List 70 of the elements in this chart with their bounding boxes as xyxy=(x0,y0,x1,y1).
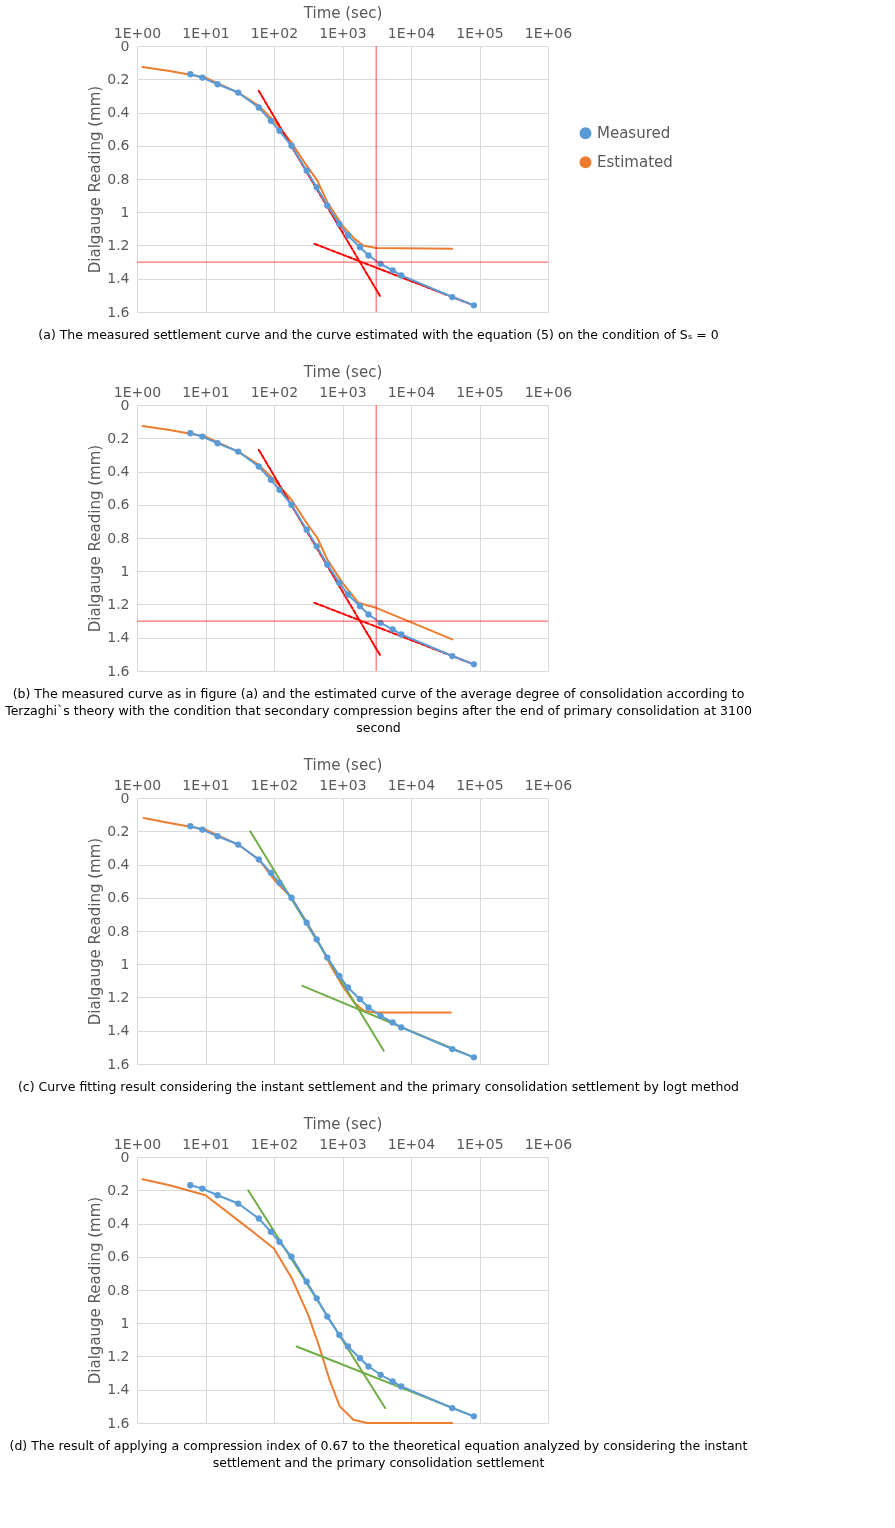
y-tick-label: 0.8 xyxy=(107,170,130,187)
y-tick-label: 1.2 xyxy=(107,1348,130,1364)
legend-label: Measured xyxy=(597,124,671,143)
x-axis-title: Time (sec) xyxy=(302,362,383,381)
y-tick-label: 0.2 xyxy=(107,429,130,446)
y-tick-label: 0.8 xyxy=(107,1281,130,1298)
y-tick-label: 0.6 xyxy=(107,889,130,906)
y-axis-title: Dialgauge Reading (mm) xyxy=(86,1196,105,1385)
x-tick-label: 1E+04 xyxy=(387,1135,436,1152)
y-axis-title: Dialgauge Reading (mm) xyxy=(86,85,105,274)
y-tick-label: 0.4 xyxy=(107,463,130,479)
y-tick-label: 1.4 xyxy=(107,1022,130,1039)
y-tick-label: 1.4 xyxy=(107,270,130,287)
y-tick-label: 0.6 xyxy=(107,137,130,154)
y-tick-label: 0.2 xyxy=(107,1181,130,1198)
x-tick-label: 1E+05 xyxy=(456,383,504,400)
y-tick-label: 0.6 xyxy=(107,496,130,513)
x-tick-label: 1E+06 xyxy=(524,383,573,400)
y-tick-label: 1 xyxy=(120,1314,130,1331)
text: (a) The measured settlement curve and the curve estimated with the equation (5) on the condition of Sₛ = 0 xyxy=(38,327,719,342)
y-axis-title: Dialgauge Reading (mm) xyxy=(86,837,105,1026)
y-tick-label: 0.8 xyxy=(107,922,130,939)
y-tick-label: 0.4 xyxy=(107,104,130,120)
y-axis-title: Dialgauge Reading (mm) xyxy=(86,444,105,633)
y-tick-label: 0.8 xyxy=(107,529,130,546)
y-tick-label: 1.2 xyxy=(107,596,130,612)
x-tick-label: 1E+04 xyxy=(387,776,436,793)
y-tick-label: 1.2 xyxy=(107,237,130,253)
x-tick-label: 1E+03 xyxy=(319,383,367,400)
y-tick-label: 1.6 xyxy=(107,1055,130,1072)
y-tick-label: 1.6 xyxy=(107,662,130,679)
y-tick-label: 1.4 xyxy=(107,629,130,646)
x-axis-title: Time (sec) xyxy=(302,755,383,774)
y-tick-label: 1.6 xyxy=(107,303,130,320)
text: (c) Curve fitting result considering the instant settlement and the primary consolidation settlement by logt method xyxy=(17,1079,740,1094)
y-tick-label: 1.4 xyxy=(107,1381,130,1398)
x-tick-label: 1E+03 xyxy=(319,1135,367,1152)
x-tick-label: 1E+02 xyxy=(250,776,299,793)
x-tick-label: 1E+06 xyxy=(524,24,573,41)
y-tick-label: 1 xyxy=(120,203,130,220)
y-tick-label: 1.2 xyxy=(107,989,130,1005)
x-tick-label: 1E+05 xyxy=(456,1135,504,1152)
text: (d) The result of applying a compression index of 0.67 to the theoretical equation analyzed by considering the instant settlement and the primary consolidation settlement xyxy=(9,1438,748,1470)
x-axis-title: Time (sec) xyxy=(302,1114,383,1133)
y-tick-label: 1.6 xyxy=(107,1414,130,1431)
x-tick-label: 1E+03 xyxy=(319,24,367,41)
x-tick-label: 1E+02 xyxy=(250,24,299,41)
x-tick-label: 1E+01 xyxy=(182,24,230,41)
x-tick-label: 1E+05 xyxy=(456,776,504,793)
x-axis-title: Time (sec) xyxy=(302,3,383,22)
x-tick-label: 1E+05 xyxy=(456,24,504,41)
x-tick-label: 1E+03 xyxy=(319,776,367,793)
y-tick-label: 0.4 xyxy=(107,856,130,872)
text: (b) The measured curve as in figure (a) and the estimated curve of the average degree of consolidation according to Terzaghi`s theory with the condition that secondary compression begins after the end of primary consolidation at 3100 second xyxy=(4,686,752,735)
y-tick-label: 0.4 xyxy=(107,1215,130,1231)
x-tick-label: 1E+04 xyxy=(387,24,436,41)
y-tick-label: 1 xyxy=(120,562,130,579)
x-tick-label: 1E+02 xyxy=(250,383,299,400)
y-tick-label: 0.2 xyxy=(107,822,130,839)
x-tick-label: 1E+06 xyxy=(524,1135,573,1152)
x-tick-label: 1E+01 xyxy=(182,1135,230,1152)
legend-label: Estimated xyxy=(597,153,673,172)
y-tick-label: 0.2 xyxy=(107,70,130,87)
x-tick-label: 1E+01 xyxy=(182,383,230,400)
y-tick-label: 0.6 xyxy=(107,1248,130,1265)
x-tick-label: 1E+02 xyxy=(250,1135,299,1152)
x-tick-label: 1E+04 xyxy=(387,383,436,400)
x-tick-label: 1E+06 xyxy=(524,776,573,793)
y-tick-label: 1 xyxy=(120,955,130,972)
x-tick-label: 1E+01 xyxy=(182,776,230,793)
